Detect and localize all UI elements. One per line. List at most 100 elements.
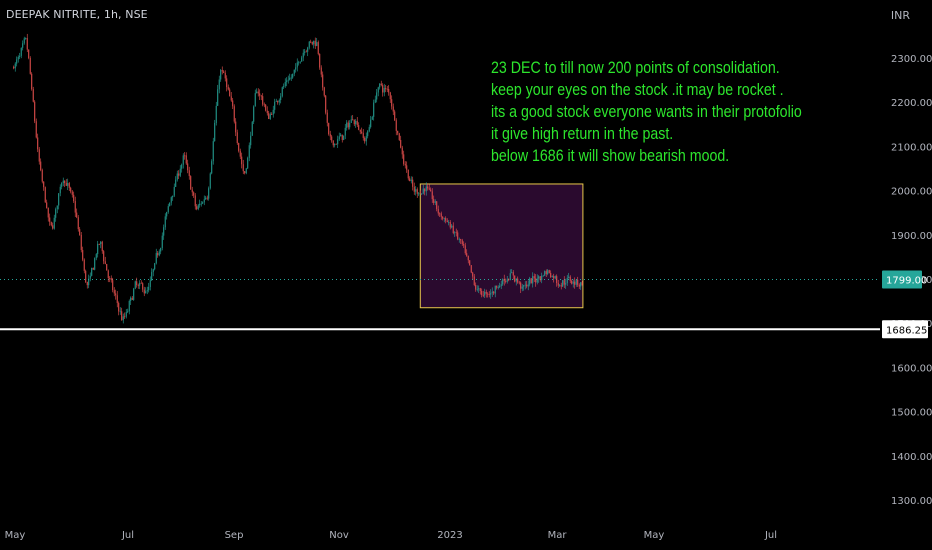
candle (370, 115, 372, 129)
candle-body (157, 253, 159, 256)
candle-body (91, 267, 93, 276)
candle (395, 118, 397, 136)
candle (233, 104, 235, 124)
candle-body (466, 253, 468, 256)
candle-body (215, 105, 217, 123)
candle (505, 278, 507, 284)
candle-body (302, 52, 304, 58)
candle-body (457, 232, 459, 240)
candle (214, 119, 216, 142)
candle-body (26, 38, 28, 50)
candle-body (578, 284, 580, 287)
candle (212, 137, 214, 165)
candle (226, 75, 228, 92)
candle-body (332, 140, 334, 146)
candle (31, 72, 33, 91)
candle (493, 291, 495, 296)
candle (194, 193, 196, 210)
candle (437, 205, 439, 216)
candle-body (206, 197, 208, 199)
candle-body (493, 291, 495, 294)
candle (431, 188, 433, 203)
candle-body (80, 234, 82, 251)
candle-body (122, 316, 124, 321)
candle-body (554, 276, 556, 279)
price-tick-label: 1400.00 (891, 452, 932, 463)
candle (202, 201, 204, 205)
candle-body (361, 131, 363, 134)
candle (520, 281, 522, 294)
candle (122, 313, 124, 324)
candle-body (370, 119, 372, 128)
candle (454, 231, 456, 237)
candle-body (331, 136, 333, 141)
candle-body (58, 193, 60, 206)
candle-body (304, 51, 306, 53)
time-axis[interactable]: May Jul Sep Nov 2023 Mar May Jul (5, 530, 777, 541)
candle (326, 109, 328, 127)
candle-body (259, 93, 261, 96)
candle (421, 193, 423, 195)
consolidation-box[interactable] (419, 183, 584, 309)
candle-body (500, 284, 502, 286)
candle-body (449, 222, 451, 228)
candle (448, 220, 450, 226)
candle (475, 282, 477, 292)
time-tick-label: May (644, 530, 665, 541)
candle (571, 279, 573, 285)
candle (185, 152, 187, 165)
candle (349, 120, 351, 130)
candle-body (221, 70, 223, 72)
candle-body (404, 163, 406, 166)
candle-body (284, 82, 286, 87)
candle (265, 103, 267, 112)
candle (388, 85, 390, 96)
candle-body (386, 88, 388, 90)
candle-body (425, 186, 427, 192)
candle-body (101, 241, 103, 252)
candle-body (79, 229, 81, 235)
time-tick-label: 2023 (437, 530, 462, 541)
candle (155, 248, 157, 265)
candle-body (557, 283, 559, 286)
candle (559, 284, 561, 287)
candle (334, 143, 336, 148)
price-axis[interactable]: 1300.001400.001500.001600.001700.001800.… (882, 54, 932, 507)
candle-body (268, 113, 270, 119)
candle (172, 195, 174, 201)
candle-body (131, 297, 133, 300)
candle-body (116, 295, 118, 303)
candle-body (562, 280, 564, 287)
candle (178, 170, 180, 180)
candle (79, 227, 81, 236)
candle-body (391, 99, 393, 107)
candle (149, 276, 151, 291)
candle-body (89, 275, 91, 279)
price-tick-label: 1500.00 (891, 408, 932, 419)
candle (401, 145, 403, 159)
candle (47, 207, 49, 222)
candle-body (397, 130, 399, 134)
candle-body (514, 275, 516, 282)
candle (184, 152, 186, 160)
candlestick-series (13, 33, 583, 324)
candle (92, 267, 94, 270)
candle-body (326, 112, 328, 123)
candle (94, 257, 96, 271)
candle-body (467, 255, 469, 261)
candle-body (184, 155, 186, 157)
candle (302, 49, 304, 62)
candle (346, 120, 348, 131)
candle-body (112, 280, 114, 291)
candle-body (581, 282, 583, 286)
candle-body (182, 155, 184, 165)
candle (562, 279, 564, 287)
candle-body (526, 284, 528, 287)
candle-body (454, 232, 456, 234)
annotation-text: 23 DEC to till now 200 points of consoli… (491, 57, 802, 167)
candle-body (437, 209, 439, 214)
candle-body (353, 119, 355, 125)
candle (52, 222, 54, 230)
candle-body (271, 114, 273, 115)
